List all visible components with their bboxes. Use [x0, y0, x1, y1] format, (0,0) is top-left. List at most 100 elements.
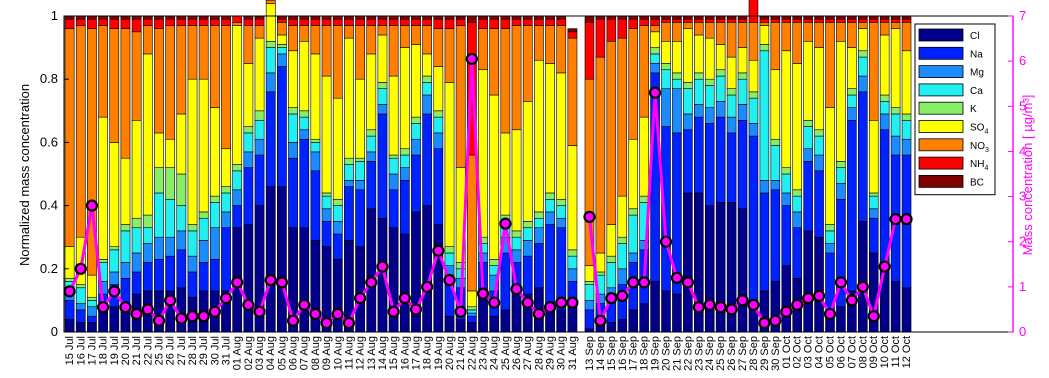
- bar-segment-mg: [310, 151, 321, 172]
- bar-segment-mg: [522, 240, 533, 257]
- bar-segment-mg: [221, 211, 231, 229]
- bar-segment-k: [310, 138, 321, 143]
- y-tick-label: 0: [51, 324, 58, 339]
- bar-segment-nh4: [759, 18, 770, 23]
- bar-segment-mg: [803, 148, 813, 162]
- mass-point: [197, 310, 210, 323]
- bar-segment-so4: [858, 28, 868, 52]
- mass-point: [286, 314, 300, 327]
- bar-segment-nh4: [422, 18, 433, 26]
- bar-segment-cl: [75, 322, 86, 333]
- bar-segment-nh4: [617, 18, 628, 39]
- mass-point: [521, 296, 534, 309]
- x-tick-label: 04 Aug: [265, 336, 277, 370]
- bar-segment-k: [120, 224, 131, 232]
- bar-segment-so4: [388, 75, 399, 156]
- bar-segment-mg: [584, 300, 595, 311]
- bar-segment-so4: [355, 78, 365, 159]
- bar-segment-k: [411, 116, 421, 124]
- bar-segment-mg: [87, 306, 97, 317]
- bar-segment-no3: [770, 22, 781, 71]
- bar-segment-ca: [411, 123, 421, 140]
- bar-segment-k: [584, 281, 595, 285]
- bar-segment-mg: [650, 63, 660, 74]
- bar-segment-so4: [737, 47, 748, 74]
- bar-segment-ca: [704, 85, 715, 108]
- bar-segment-ca: [522, 227, 533, 241]
- mass-point: [454, 305, 467, 318]
- mass-point: [231, 276, 244, 289]
- bar-segment-ca: [803, 126, 813, 150]
- bar-segment-mg: [366, 151, 377, 162]
- bar-segment-so4: [534, 59, 544, 213]
- bar-segment-cl: [455, 319, 466, 333]
- bar-segment-so4: [726, 56, 737, 89]
- bar-segment-nh4: [715, 18, 726, 23]
- bar-segment-so4: [254, 37, 265, 112]
- bar-segment-mg: [511, 249, 522, 263]
- bar-segment-cl: [399, 233, 410, 333]
- bar-segment-na: [355, 189, 365, 247]
- bar-segment-cl: [556, 309, 567, 333]
- x-tick-label: 27 Sep: [737, 336, 749, 371]
- bar-segment-so4: [489, 94, 500, 260]
- bar-segment-mg: [726, 116, 737, 134]
- bar-segment-na: [176, 249, 187, 289]
- x-tick-label: 31 Jul: [221, 336, 233, 365]
- bar-segment-k: [694, 72, 704, 80]
- bar-segment-k: [650, 47, 660, 55]
- x-tick-label: 25 Aug: [500, 336, 512, 370]
- bar-segment-na: [748, 135, 759, 301]
- x-tick-label: 20 Jul: [120, 336, 132, 365]
- legend-label-mg: Mg: [970, 68, 984, 79]
- bar-segment-na: [187, 271, 198, 298]
- bar-segment-so4: [770, 69, 781, 140]
- mass-point: [769, 314, 782, 327]
- bar-segment-so4: [399, 47, 410, 150]
- bar-segment-so4: [265, 3, 276, 42]
- bar-segment-cl: [489, 315, 500, 333]
- bar-segment-k: [726, 88, 737, 96]
- bar-segment-k: [98, 259, 108, 263]
- bar-segment-so4: [639, 116, 649, 197]
- bar-segment-mg: [321, 208, 332, 222]
- bar-segment-k: [595, 271, 606, 276]
- mass-point: [648, 86, 662, 99]
- bar-segment-mg: [120, 262, 131, 279]
- bar-segment-mg: [879, 113, 890, 131]
- bar-segment-so4: [683, 28, 693, 83]
- bar-segment-nh4: [868, 18, 879, 23]
- bar-segment-k: [858, 50, 868, 58]
- bar-segment-mg: [209, 227, 220, 260]
- bar-segment-mg: [694, 104, 704, 118]
- bar-segment-nh4: [748, 0, 759, 23]
- mass-point: [242, 298, 255, 312]
- bar-segment-ca: [628, 214, 638, 254]
- bar-segment-ca: [154, 192, 164, 238]
- bar-segment-mg: [277, 53, 287, 67]
- bar-segment-nh4: [781, 18, 792, 23]
- bar-segment-ca: [748, 97, 759, 124]
- mass-point: [409, 303, 423, 316]
- bar-segment-ca: [847, 94, 857, 108]
- x-tick-label: 31 Aug: [567, 336, 579, 370]
- bar-segment-cl: [567, 306, 578, 333]
- bar-segment-na: [120, 277, 131, 304]
- mass-line: [68, 58, 573, 326]
- bar-segment-k: [221, 186, 231, 194]
- bar-segment-nh4: [254, 18, 265, 26]
- bar-segment-cl: [606, 322, 617, 333]
- bar-segment-so4: [466, 290, 477, 308]
- bar-segment-mg: [704, 107, 715, 124]
- bar-segment-so4: [221, 148, 231, 187]
- mass-point: [736, 294, 749, 307]
- bar-segment-so4: [836, 40, 846, 162]
- bar-segment-ca: [792, 195, 802, 213]
- x-tick-label: 07 Aug: [299, 336, 311, 370]
- mass-point: [616, 289, 629, 302]
- bar-segment-nh4: [683, 18, 693, 23]
- bar-segment-ca: [299, 116, 310, 131]
- bar-segment-nh4: [120, 18, 131, 29]
- bar-segment-cl: [814, 236, 824, 333]
- bar-segment-na: [759, 192, 770, 292]
